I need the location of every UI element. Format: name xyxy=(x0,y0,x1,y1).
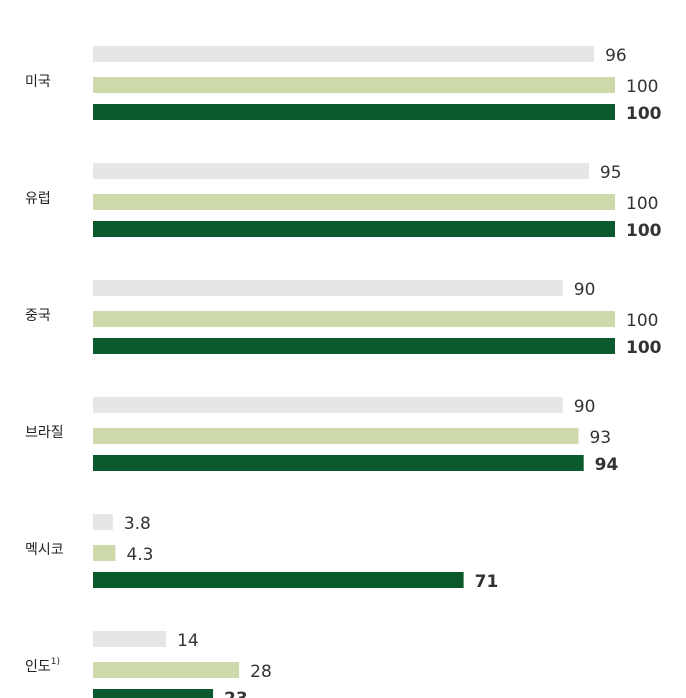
footnote-marker: 1) xyxy=(51,657,60,667)
data-label: 3.8 xyxy=(124,514,151,534)
bar xyxy=(93,46,595,62)
bar xyxy=(93,77,615,93)
data-label: 14 xyxy=(177,631,199,651)
bar xyxy=(93,104,615,120)
data-label: 28 xyxy=(250,662,272,682)
bar xyxy=(93,662,240,678)
data-label: 90 xyxy=(574,280,596,300)
data-label: 4.3 xyxy=(126,545,153,565)
bar xyxy=(93,221,615,237)
data-label: 100 xyxy=(626,194,658,214)
bar xyxy=(93,689,214,698)
bar xyxy=(93,545,116,561)
bar xyxy=(93,572,464,588)
category-label: 중국 xyxy=(25,308,51,324)
category-label: 브라질 xyxy=(25,425,64,441)
bar xyxy=(93,397,563,413)
data-label: 90 xyxy=(574,397,596,417)
bar xyxy=(93,514,113,530)
bar xyxy=(93,631,167,647)
data-label: 93 xyxy=(589,428,611,448)
data-label: 100 xyxy=(626,104,662,124)
bar xyxy=(93,163,589,179)
category-label: 인도1) xyxy=(25,657,60,675)
data-label: 100 xyxy=(626,77,658,97)
data-label: 71 xyxy=(475,572,499,592)
data-label: 96 xyxy=(605,46,627,66)
data-label: 95 xyxy=(600,163,622,183)
data-label: 23 xyxy=(224,689,248,698)
category-label: 미국 xyxy=(25,74,51,90)
bar xyxy=(93,428,579,444)
data-label: 100 xyxy=(626,221,662,241)
data-label: 100 xyxy=(626,311,658,331)
category-label: 유럽 xyxy=(25,191,51,207)
data-label: 100 xyxy=(626,338,662,358)
data-label: 94 xyxy=(595,455,619,475)
bar xyxy=(93,311,615,327)
category-label: 멕시코 xyxy=(25,542,64,558)
bar xyxy=(93,455,584,471)
bar xyxy=(93,280,563,296)
bar xyxy=(93,338,615,354)
bar xyxy=(93,194,615,210)
